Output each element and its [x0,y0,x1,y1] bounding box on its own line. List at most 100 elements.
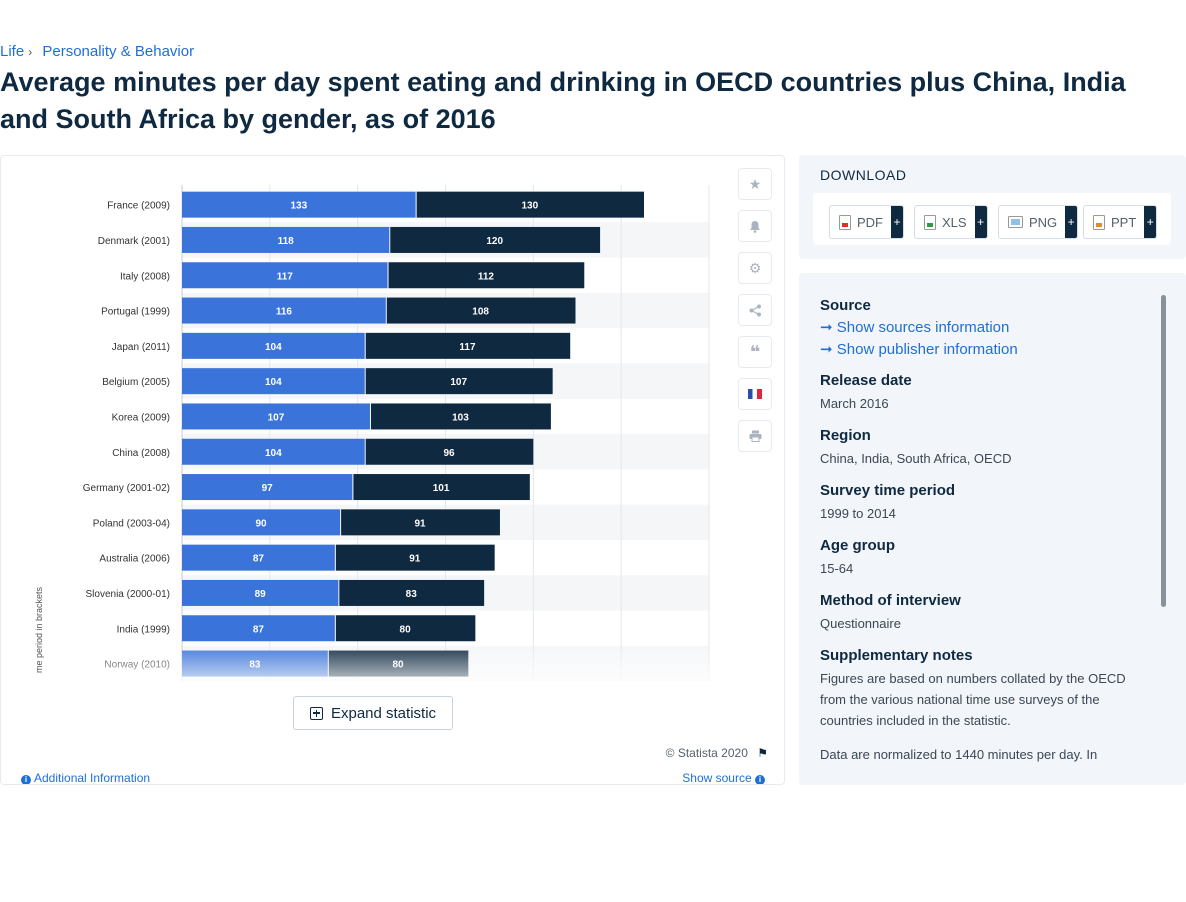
page-title: Average minutes per day spent eating and… [0,67,1126,134]
survey-period-label: Survey time period [820,482,956,499]
category-label: China (2008) [112,448,170,459]
data-label: 104 [265,377,282,388]
category-label: India (1999) [117,624,170,635]
bar [182,262,388,289]
bar [365,438,534,465]
bar [335,544,495,571]
statistic-info-panel: Source ➞ Show sources information ➞ Show… [799,273,1186,785]
data-label: 87 [253,554,265,565]
favorite-button[interactable]: ★ [738,168,772,200]
notification-button[interactable] [738,210,772,242]
png-file-icon [1008,216,1023,228]
share-button[interactable] [738,294,772,326]
bar-chart: France (2009) 133 130 Denmark (2001) 118 120 I… [1,185,731,686]
download-png-button[interactable]: PNG + [998,205,1079,239]
cite-button[interactable]: ❝ [738,336,772,368]
supplementary-notes-label: Supplementary notes [820,647,973,664]
data-label: 104 [265,342,282,353]
print-button[interactable] [738,420,772,452]
bar [182,191,416,218]
bar [335,615,476,642]
copyright: © Statista 2020 ⚑ [666,746,768,760]
data-label: 116 [276,307,293,318]
quote-icon: ❝ [749,341,761,362]
category-label: Portugal (1999) [101,307,170,318]
download-title: DOWNLOAD [820,167,907,183]
release-date-value: March 2016 [820,396,889,411]
arrow-right-icon: ➞ [820,319,833,336]
category-label: Italy (2008) [120,271,170,282]
download-pdf-label: PDF [857,214,883,230]
copyright-text: © Statista 2020 [665,746,748,760]
category-label: Germany (2001-02) [83,483,170,494]
show-publisher-label: Show publisher information [836,341,1018,358]
breadcrumb-personality-link[interactable]: Personality & Behavior [42,43,195,60]
age-group-label: Age group [820,537,895,554]
data-label: 120 [486,236,503,247]
show-sources-link[interactable]: ➞ Show sources information [820,318,1155,336]
category-label: Slovenia (2000-01) [86,589,171,600]
breadcrumb-life-link[interactable]: Life [0,43,25,60]
download-xls-button[interactable]: XLS + [914,205,988,239]
star-icon: ★ [748,175,762,192]
data-label: 104 [265,448,282,459]
bar [341,509,500,536]
category-label: Australia (2006) [99,554,170,565]
info-scrollbar[interactable] [1161,295,1166,607]
data-label: 101 [433,483,450,494]
bar [365,368,553,395]
french-flag-icon [748,389,762,399]
download-xls-label: XLS [942,214,967,230]
category-label: France (2009) [107,201,170,212]
data-label: 133 [290,201,307,212]
share-icon [749,304,761,316]
xls-file-icon [924,214,936,230]
supplementary-notes-text-2: Data are normalized to 1440 minutes per … [820,747,1098,762]
expand-statistic-button[interactable]: Expand statistic [293,696,453,730]
y-axis-label: me period in brackets [34,586,44,673]
supplementary-notes-text: Figures are based on numbers collated by… [820,671,1126,728]
show-source-link[interactable]: Show source i [682,771,768,784]
show-sources-label: Show sources information [836,319,1010,336]
survey-period-value: 1999 to 2014 [820,506,896,521]
data-label: 90 [255,518,267,529]
data-label: 107 [450,377,467,388]
bar [182,509,341,536]
bar [390,226,601,253]
settings-button[interactable]: ⚙ [738,252,772,284]
bar [388,262,585,289]
category-label: Belgium (2005) [102,377,170,388]
chart-clip-mask [1,681,731,686]
bar [182,579,339,606]
language-button[interactable] [738,378,772,410]
region-value: China, India, South Africa, OECD [820,451,1012,466]
data-label: 130 [521,201,538,212]
category-label: Denmark (2001) [98,236,170,247]
source-label: Source [820,297,871,314]
bar [182,403,370,430]
data-label: 97 [262,483,274,494]
data-label: 118 [278,236,295,247]
flag-report-icon[interactable]: ⚑ [757,746,768,760]
release-date-label: Release date [820,372,912,389]
region-label: Region [820,427,871,444]
ppt-file-icon [1093,214,1105,230]
show-publisher-link[interactable]: ➞ Show publisher information [820,340,1155,358]
data-label: 117 [277,271,294,282]
additional-information-link[interactable]: i Additional Information [21,771,150,784]
expand-statistic-label: Expand statistic [330,704,437,722]
plus-icon: + [974,206,987,238]
data-label: 80 [400,624,412,635]
plus-icon: + [891,206,903,238]
bar [182,615,335,642]
method-value: Questionnaire [820,616,901,631]
download-ppt-button[interactable]: PPT + [1083,205,1158,239]
download-pdf-button[interactable]: PDF + [829,205,904,239]
data-label: 83 [406,589,418,600]
bar [182,297,386,324]
bar [416,191,645,218]
data-label: 108 [472,307,489,318]
method-label: Method of interview [820,592,961,609]
download-panel: DOWNLOAD PDF + XLS + PNG + PPT + [799,155,1186,259]
info-icon: i [755,775,765,784]
